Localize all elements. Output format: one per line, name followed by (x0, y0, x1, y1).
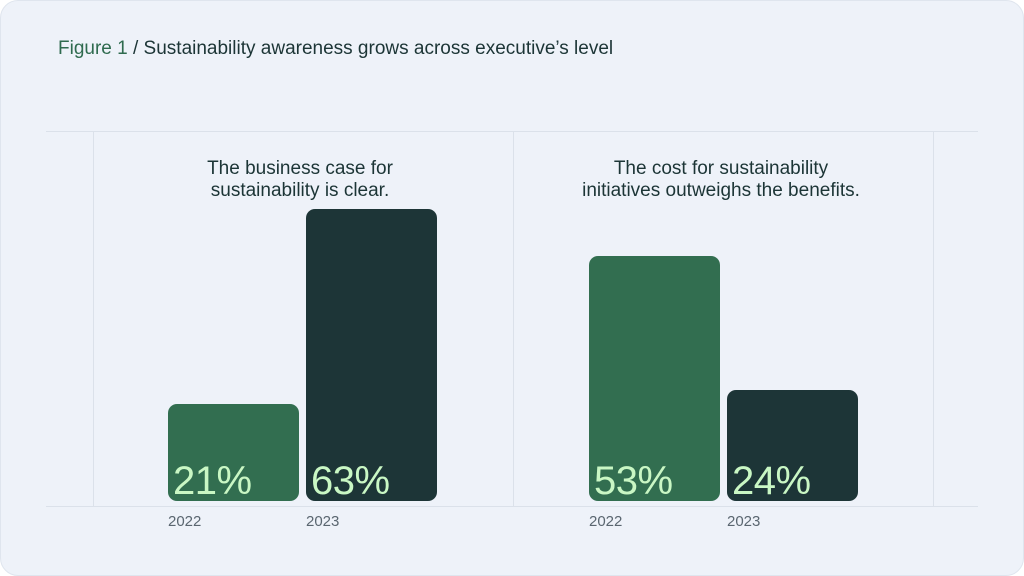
bar-value-label: 24% (732, 459, 811, 503)
panel-title-2: The cost for sustainability initiatives o… (531, 158, 911, 202)
figure-number: Figure 1 (58, 38, 128, 59)
panel-title-line: initiatives outweighs the benefits. (582, 180, 860, 201)
x-tick-label: 2022 (168, 513, 202, 530)
middle-divider (513, 131, 514, 506)
figure-separator: / (132, 38, 139, 59)
bar-2022 (589, 256, 720, 501)
x-tick-label: 2022 (589, 513, 623, 530)
bar-2023 (306, 209, 437, 501)
panel-title-1: The business case for sustainability is c… (110, 158, 490, 202)
x-tick-label: 2023 (727, 513, 761, 530)
bar-value-label: 21% (173, 459, 252, 503)
panel-title-line: The cost for sustainability (613, 158, 829, 179)
x-tick-label: 2023 (306, 513, 340, 530)
panel-title-line: The business case for (207, 158, 393, 179)
figure-title: Figure 1 / Sustainability awareness grow… (58, 38, 613, 60)
top-gridline (46, 131, 978, 132)
left-divider (93, 131, 94, 506)
bar-value-label: 63% (311, 459, 390, 503)
bar-value-label: 53% (594, 459, 673, 503)
bar-2023 (727, 390, 858, 501)
baseline-gridline (46, 506, 978, 507)
right-divider (933, 131, 934, 506)
figure-title-text: Sustainability awareness grows across ex… (143, 38, 614, 59)
bar-2022 (168, 404, 299, 501)
panel-title-line: sustainability is clear. (210, 180, 390, 201)
